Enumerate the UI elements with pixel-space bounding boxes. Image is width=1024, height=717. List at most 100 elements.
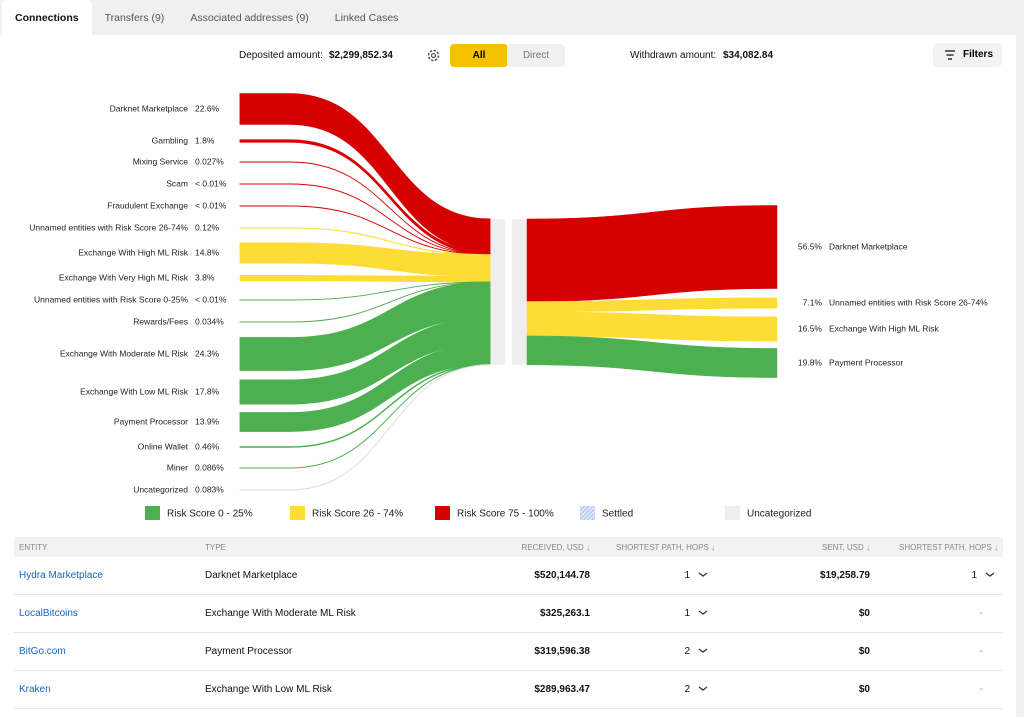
source-percent: 0.086% bbox=[195, 462, 224, 472]
table-cell: - bbox=[875, 632, 1003, 671]
toggle-direct[interactable]: Direct bbox=[507, 44, 565, 67]
table-cell: $520,144.78 bbox=[420, 557, 595, 595]
table-cell: $0 bbox=[720, 632, 875, 671]
target-percent: 19.8% bbox=[798, 357, 823, 367]
cell-text: - bbox=[979, 646, 983, 657]
middle-node bbox=[512, 219, 527, 365]
column-header[interactable]: SHORTEST PATH, HOPS ↓ bbox=[875, 537, 1003, 557]
source-percent: < 0.01% bbox=[195, 178, 227, 188]
source-label: Rewards/Fees bbox=[133, 316, 188, 326]
tab-bar: Connections Transfers (9) Associated addre… bbox=[0, 0, 1024, 35]
source-label: Payment Processor bbox=[114, 416, 188, 426]
source-percent: 22.6% bbox=[195, 103, 220, 113]
table-cell: 2 bbox=[595, 632, 720, 671]
column-header[interactable]: ENTITY bbox=[14, 537, 200, 557]
tab[interactable]: Transfers (9) bbox=[104, 12, 165, 24]
legend-label: Risk Score 26 - 74% bbox=[312, 509, 403, 520]
legend-swatch bbox=[290, 506, 305, 520]
cell-text: 2 bbox=[684, 684, 690, 695]
table-cell: $0 bbox=[720, 594, 875, 633]
source-label: Fraudulent Exchange bbox=[107, 200, 188, 210]
source-percent: 14.8% bbox=[195, 247, 220, 257]
expand-chevron[interactable] bbox=[696, 608, 710, 618]
chevron-path bbox=[698, 648, 708, 654]
cell-text: Payment Processor bbox=[205, 646, 293, 657]
target-label: Darknet Marketplace bbox=[829, 241, 908, 251]
table-cell: $319,596.38 bbox=[420, 632, 595, 671]
settings-icon[interactable] bbox=[426, 48, 441, 63]
entity-table: ENTITY TYPE RECEIVED, USD ↓ SHORTEST PATH, … bbox=[14, 537, 1003, 709]
source-percent: 24.3% bbox=[195, 348, 220, 358]
cell-text: 2 bbox=[684, 646, 690, 657]
column-header[interactable]: TYPE bbox=[200, 537, 420, 557]
entity-link[interactable]: LocalBitcoins bbox=[19, 608, 78, 619]
source-label: Online Wallet bbox=[138, 441, 189, 451]
legend-label: Risk Score 0 - 25% bbox=[167, 509, 253, 520]
table-cell: $0 bbox=[720, 670, 875, 709]
deposited-label: Deposited amount: bbox=[239, 50, 323, 61]
legend-label: Settled bbox=[602, 509, 633, 520]
source-percent: 13.9% bbox=[195, 416, 220, 426]
column-header[interactable]: RECEIVED, USD ↓ bbox=[420, 537, 595, 557]
toggle-all[interactable]: All bbox=[450, 44, 508, 67]
source-percent: < 0.01% bbox=[195, 200, 227, 210]
legend-label: Risk Score 75 - 100% bbox=[457, 509, 554, 520]
source-percent: 3.8% bbox=[195, 272, 215, 282]
table-cell: $325,263.1 bbox=[420, 594, 595, 633]
entity-link[interactable]: Hydra Marketplace bbox=[19, 570, 103, 581]
entity-link[interactable]: BitGo.com bbox=[19, 646, 66, 657]
tab[interactable]: Connections bbox=[2, 0, 92, 35]
source-label: Scam bbox=[166, 178, 188, 188]
cell-text: $289,963.47 bbox=[534, 684, 590, 695]
entity-link[interactable]: Kraken bbox=[19, 684, 51, 695]
source-label: Exchange With Very High ML Risk bbox=[59, 272, 189, 282]
table-cell: - bbox=[875, 594, 1003, 633]
tab[interactable]: Linked Cases bbox=[334, 12, 399, 24]
legend-swatch bbox=[145, 506, 160, 520]
source-label: Miner bbox=[167, 462, 188, 472]
sankey-chart: Darknet Marketplace 22.6% Gambling 1.8% Mixi… bbox=[29, 93, 988, 520]
flow bbox=[239, 274, 491, 283]
source-percent: 0.12% bbox=[195, 222, 220, 232]
table-cell: 1 bbox=[595, 557, 720, 595]
target-percent: 56.5% bbox=[798, 241, 823, 251]
source-percent: < 0.01% bbox=[195, 294, 227, 304]
source-percent: 0.034% bbox=[195, 316, 224, 326]
target-label: Unnamed entities with Risk Score 26-74% bbox=[829, 297, 988, 307]
tab[interactable]: Associated addresses (9) bbox=[190, 12, 309, 24]
cell-text: - bbox=[979, 608, 983, 619]
expand-chevron[interactable] bbox=[983, 570, 997, 580]
table-row: BitGo.com Payment Processor $319,596.38 2 $0… bbox=[14, 632, 1003, 671]
expand-chevron[interactable] bbox=[696, 646, 710, 656]
target-percent: 16.5% bbox=[798, 323, 823, 333]
table-cell: 1 bbox=[595, 594, 720, 633]
expand-chevron[interactable] bbox=[696, 684, 710, 694]
cell-text: 1 bbox=[684, 608, 690, 619]
table-header: ENTITY TYPE RECEIVED, USD ↓ SHORTEST PATH, … bbox=[14, 537, 1003, 557]
chevron-path bbox=[698, 572, 708, 578]
table-row: Kraken Exchange With Low ML Risk $289,963.… bbox=[14, 670, 1003, 709]
source-label: Unnamed entities with Risk Score 26-74% bbox=[29, 222, 188, 232]
table-cell: BitGo.com bbox=[14, 632, 200, 671]
flow bbox=[239, 364, 491, 491]
table-cell: Exchange With Low ML Risk bbox=[200, 670, 420, 709]
chevron-path bbox=[698, 610, 708, 616]
source-label: Mixing Service bbox=[133, 156, 189, 166]
withdrawn-value: $34,082.84 bbox=[723, 50, 774, 61]
source-label: Uncategorized bbox=[133, 484, 188, 494]
legend-label: Uncategorized bbox=[747, 509, 811, 520]
source-label: Exchange With Low ML Risk bbox=[80, 386, 189, 396]
table-cell: $289,963.47 bbox=[420, 670, 595, 709]
table-cell: Hydra Marketplace bbox=[14, 557, 200, 595]
target-label: Exchange With High ML Risk bbox=[829, 323, 940, 333]
legend-swatch bbox=[435, 506, 450, 520]
expand-chevron[interactable] bbox=[696, 570, 710, 580]
column-header[interactable]: SENT, USD ↓ bbox=[720, 537, 875, 557]
cell-text: $325,263.1 bbox=[539, 608, 590, 619]
source-label: Darknet Marketplace bbox=[110, 103, 189, 113]
filters-button[interactable]: Filters bbox=[933, 43, 1002, 67]
source-percent: 0.46% bbox=[195, 441, 220, 451]
column-header[interactable]: SHORTEST PATH, HOPS ↓ bbox=[595, 537, 720, 557]
table-cell: Darknet Marketplace bbox=[200, 557, 420, 595]
